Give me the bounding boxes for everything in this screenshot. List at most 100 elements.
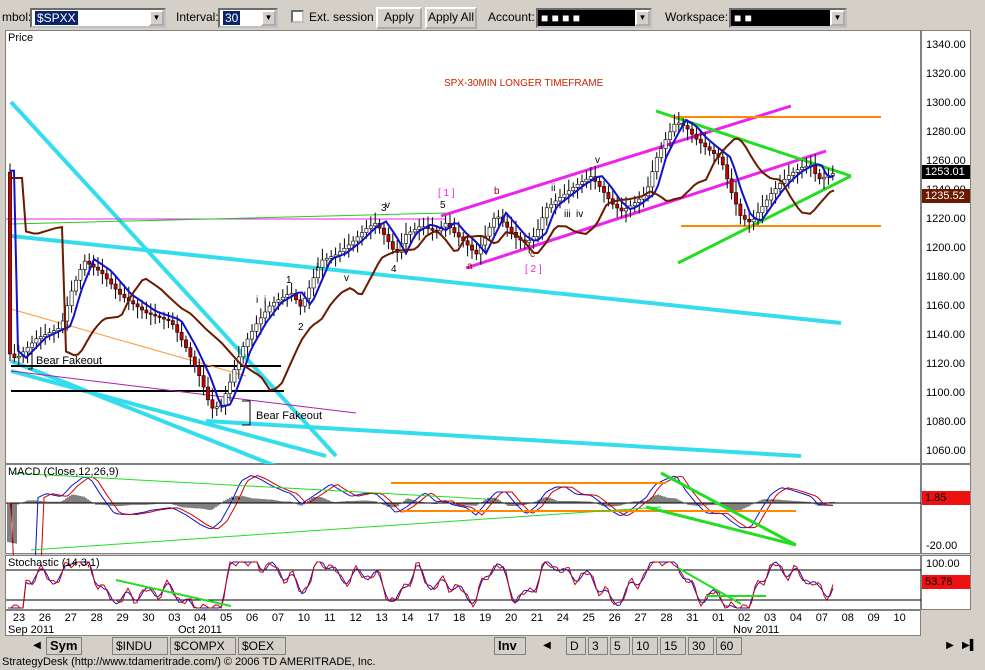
- apply-button[interactable]: Apply: [376, 7, 422, 29]
- candle-body: [417, 226, 422, 230]
- ext-session-label: Ext. session: [309, 10, 374, 24]
- macd-green-wedge-1: [660, 471, 797, 547]
- chevron-down-icon[interactable]: ▼: [149, 10, 164, 26]
- candle-body: [56, 328, 61, 331]
- candle-body: [157, 315, 162, 318]
- scroll-left-icon[interactable]: ◀: [543, 640, 551, 651]
- candle-body: [153, 314, 158, 317]
- candle-body: [140, 306, 144, 311]
- tab-interval-10[interactable]: 10: [632, 637, 658, 655]
- candle-body: [720, 156, 725, 166]
- wave-label-v1: v: [595, 155, 600, 166]
- price-ytick: 1140.00: [926, 329, 965, 341]
- macd-panel[interactable]: MACD (Close,12,26,9): [5, 464, 922, 575]
- candle-body: [694, 133, 699, 140]
- candle-body: [487, 226, 492, 237]
- candle-body: [74, 279, 78, 292]
- apply-all-button[interactable]: Apply All: [425, 7, 477, 29]
- tab-interval-15[interactable]: 15: [660, 637, 686, 655]
- price-chart-canvas[interactable]: SPX-30MIN LONGER TIMEFRAME Bear Fakeout Be…: [6, 31, 922, 488]
- tab-oex[interactable]: $OEX: [238, 637, 286, 655]
- chevron-down-icon[interactable]: ▼: [261, 10, 276, 26]
- candle-body: [430, 228, 435, 231]
- chevron-down-icon[interactable]: ▼: [635, 10, 650, 26]
- x-tick-label: 09: [867, 612, 880, 624]
- interval-combo[interactable]: 30 ▼: [218, 8, 278, 28]
- candle-body: [509, 226, 514, 233]
- candle-body: [109, 278, 114, 285]
- workspace-value[interactable]: ■ ■: [734, 11, 752, 25]
- candle-body: [703, 142, 708, 148]
- candle-body: [615, 203, 620, 209]
- wave-label-b: b: [494, 186, 500, 197]
- workspace-combo[interactable]: ■ ■ ▼: [729, 8, 847, 28]
- tab-sym[interactable]: Sym: [46, 637, 82, 655]
- candle-body: [263, 311, 268, 319]
- tab-inv[interactable]: Inv: [494, 637, 526, 655]
- ma-value-badge: 1235.52: [922, 189, 970, 203]
- candle-body: [663, 139, 668, 149]
- candle-body: [566, 190, 571, 195]
- scroll-left-icon[interactable]: ◀: [33, 640, 41, 651]
- candle-body: [144, 309, 149, 314]
- candle-body: [351, 240, 356, 246]
- candle-body: [751, 218, 756, 223]
- symbol-value[interactable]: $SPXX: [35, 11, 78, 25]
- wave-label-w1: 1: [286, 275, 292, 286]
- candle-body: [135, 303, 140, 308]
- candle-body: [492, 217, 496, 228]
- wave-label-ii: ii: [551, 183, 555, 194]
- candle-body: [588, 176, 593, 180]
- symbol-combo[interactable]: $SPXX ▼: [30, 8, 166, 28]
- stochastic-canvas[interactable]: [6, 556, 922, 611]
- x-tick-label: 10: [297, 612, 311, 624]
- account-combo[interactable]: ■ ■ ■ ■ ▼: [536, 8, 652, 28]
- candle-body: [575, 183, 580, 188]
- wave-label-a: a: [467, 261, 473, 272]
- candle-body: [364, 228, 369, 233]
- stoch-ytick-high: 100.00: [926, 558, 960, 570]
- candle-body: [725, 164, 730, 180]
- candle-body: [707, 146, 712, 151]
- x-tick-label: 13: [375, 612, 388, 624]
- candle-body: [654, 157, 659, 172]
- stochastic-panel[interactable]: Stochastic (14,3,1): [5, 555, 922, 611]
- candle-body: [25, 347, 30, 353]
- candle-body: [540, 217, 545, 230]
- tab-interval-30[interactable]: 30: [688, 637, 714, 655]
- x-tick-label: 01: [712, 612, 725, 624]
- tab-interval-3[interactable]: 3: [588, 637, 608, 655]
- candle-body: [38, 336, 43, 340]
- candle-body: [170, 320, 175, 325]
- price-chart-panel[interactable]: SPX-30MIN LONGER TIMEFRAME Bear Fakeout Be…: [5, 30, 922, 488]
- wave-label-bk2: [ 2 ]: [525, 264, 542, 275]
- candle-body: [329, 256, 334, 259]
- chevron-down-icon[interactable]: ▼: [830, 10, 845, 26]
- tab-interval-d[interactable]: D: [566, 637, 586, 655]
- tab-interval-60[interactable]: 60: [716, 637, 742, 655]
- candle-body: [624, 208, 628, 212]
- tab-compx[interactable]: $COMPX: [170, 637, 236, 655]
- scroll-end-icon[interactable]: ▶▌: [962, 640, 977, 651]
- account-value[interactable]: ■ ■ ■ ■: [541, 11, 580, 25]
- candle-body: [580, 181, 584, 185]
- last-price-badge: 1253.01: [922, 165, 970, 179]
- scroll-right-icon[interactable]: ▶: [946, 640, 954, 651]
- stochastic-panel-title: Stochastic (14,3,1): [8, 557, 100, 569]
- candle-body: [712, 149, 716, 154]
- candle-body: [558, 197, 562, 202]
- candle-body: [443, 222, 448, 228]
- candle-body: [637, 198, 642, 203]
- candle-body: [742, 215, 747, 220]
- candle-body: [12, 353, 17, 359]
- tab-indu[interactable]: $INDU: [112, 637, 168, 655]
- candle-body: [166, 318, 171, 321]
- stoch-green-trend-2: [677, 567, 742, 605]
- wave-label-w3: 3: [381, 203, 387, 214]
- ext-session-checkbox[interactable]: [291, 10, 304, 23]
- tab-interval-5[interactable]: 5: [610, 637, 630, 655]
- bracket: [242, 400, 251, 426]
- interval-value[interactable]: 30: [223, 11, 241, 25]
- macd-canvas[interactable]: [6, 465, 922, 575]
- x-tick-label: 07: [271, 612, 285, 624]
